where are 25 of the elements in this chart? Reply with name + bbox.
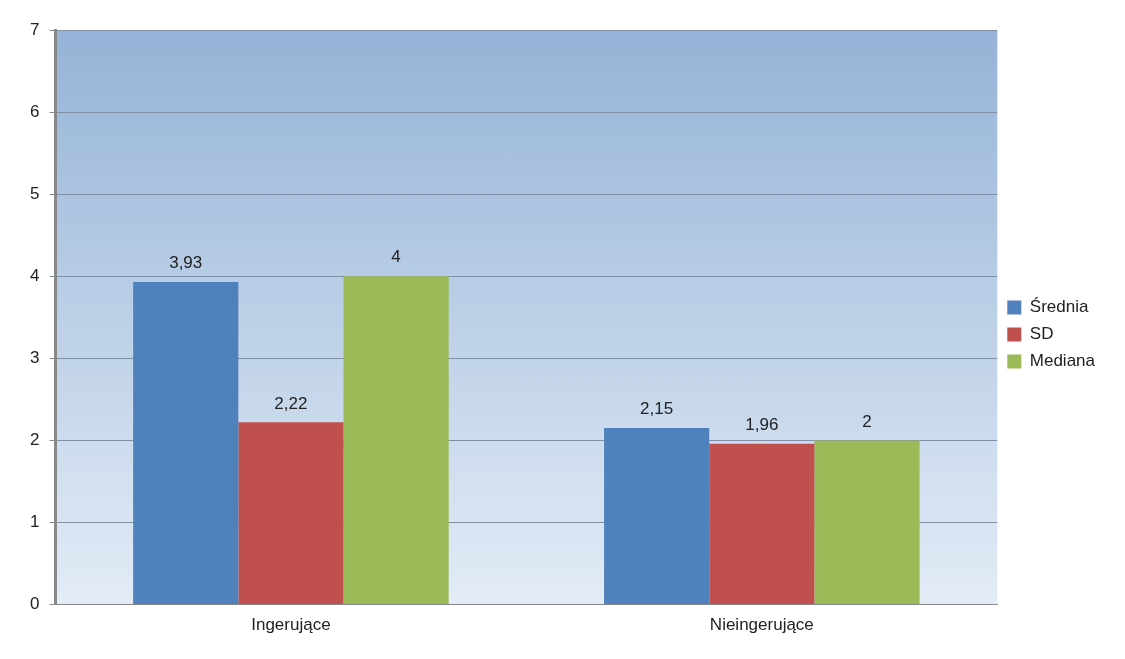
bar [238,422,344,605]
y-tick-label: 6 [29,101,40,121]
y-tick-label: 0 [29,594,40,614]
data-label: 2,22 [274,393,308,413]
bar [814,440,920,605]
y-tick-label: 5 [29,183,40,203]
data-label: 2,15 [640,399,674,419]
data-label: 4 [391,247,401,267]
bar [133,282,239,605]
x-tick-label: Nieingerujące [709,615,814,635]
y-tick-label: 4 [29,265,40,285]
y-tick-label: 2 [29,430,40,450]
data-label: 1,96 [745,414,779,434]
legend-label: SD [1029,324,1054,344]
x-tick-label: Ingerujące [251,615,331,635]
y-tick-label: 7 [29,19,40,39]
data-label: 2 [862,411,872,431]
bar [709,443,815,605]
bar [343,276,449,605]
bar [604,428,710,605]
legend-label: Mediana [1029,351,1096,371]
data-label: 3,93 [169,253,203,273]
legend-label: Średnia [1029,297,1089,317]
y-tick-label: 3 [29,348,40,368]
y-tick-label: 1 [29,512,40,532]
